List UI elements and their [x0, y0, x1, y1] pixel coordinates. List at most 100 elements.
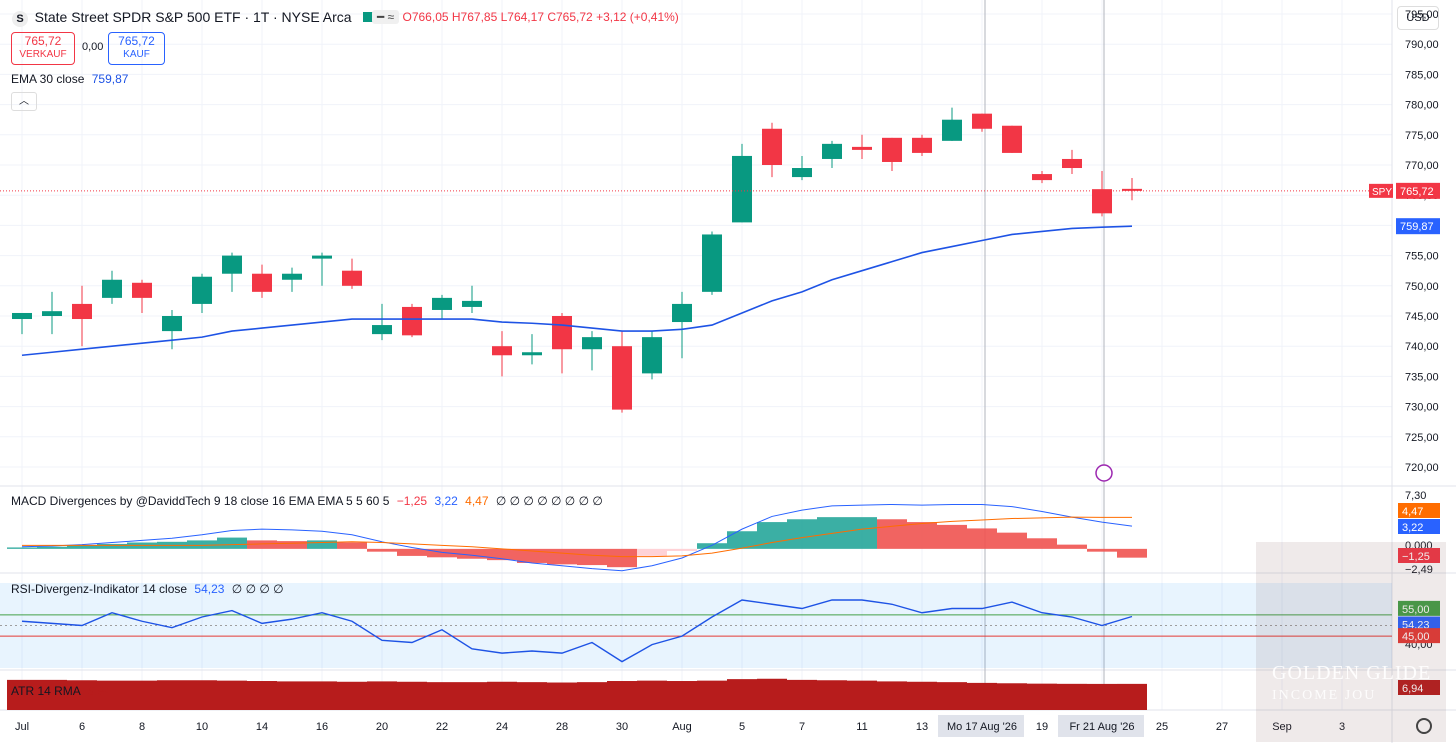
candle-body — [192, 276, 212, 304]
macd-legend: MACD Divergences by @DaviddTech 9 18 clo… — [11, 494, 603, 508]
candle-body — [132, 282, 152, 298]
settings-icon[interactable] — [1416, 718, 1432, 734]
macd-legend-label: MACD Divergences by @DaviddTech 9 18 clo… — [11, 494, 390, 508]
atr-value-tag — [1398, 680, 1440, 695]
atr-bar — [307, 681, 337, 710]
last-price-tag — [1396, 182, 1440, 199]
candle-body — [492, 346, 512, 356]
atr-bar — [877, 681, 907, 710]
macd-histogram-bar — [457, 548, 487, 559]
time-crosshair-box — [938, 715, 1024, 737]
candle-body — [792, 168, 812, 178]
atr-bar — [127, 680, 157, 710]
candle-body — [312, 255, 332, 259]
macd-histogram-bar — [37, 546, 67, 549]
macd-value-tag — [1398, 548, 1440, 563]
rsi-extra: ∅ ∅ ∅ ∅ — [231, 582, 284, 596]
macd-histogram-bar — [7, 547, 37, 549]
candle-body — [342, 270, 362, 286]
buy-button[interactable]: 765,72 KAUF — [108, 32, 165, 65]
time-tick-label: Fr 21 Aug '26 — [1069, 721, 1134, 733]
currency-selector[interactable]: USD — [1397, 6, 1439, 30]
macd-histogram-bar — [277, 541, 307, 549]
candle-body — [642, 337, 662, 374]
rsi-legend-label: RSI-Divergenz-Indikator 14 close — [11, 582, 188, 596]
atr-bar — [997, 683, 1027, 710]
time-tick-label: 13 — [916, 721, 928, 733]
time-tick-label: 20 — [376, 721, 388, 733]
last-price-tag-label: 765,72 — [1400, 186, 1434, 198]
macd-histogram-bar — [997, 532, 1027, 549]
atr-bar — [637, 680, 667, 710]
macd-histogram-bar — [697, 543, 727, 549]
time-tick-label: 24 — [496, 721, 508, 733]
atr-legend-label: ATR 14 RMA — [11, 684, 81, 698]
rsi-legend: RSI-Divergenz-Indikator 14 close 54,23 ∅… — [11, 582, 284, 596]
candle-body — [612, 346, 632, 410]
ohlc-change: +3,12 (+0,41%) — [596, 10, 679, 24]
macd-histogram-bar — [637, 548, 667, 556]
price-tick-label: 720,00 — [1405, 462, 1439, 474]
atr-bar — [37, 679, 67, 710]
time-tick-label: 6 — [79, 721, 85, 733]
atr-bar — [787, 679, 817, 710]
symbol-tag-label: SPY — [1372, 187, 1392, 198]
price-tick-label: 770,00 — [1405, 160, 1439, 172]
time-tick-label: 7 — [799, 721, 805, 733]
atr-bar — [457, 682, 487, 710]
candle-body — [672, 303, 692, 323]
atr-bar — [367, 681, 397, 710]
candle-body — [882, 137, 902, 162]
price-tick-label: 740,00 — [1405, 341, 1439, 353]
atr-bar — [757, 678, 787, 710]
time-tick-label: 11 — [856, 721, 867, 733]
macd-histogram-bar — [1027, 538, 1057, 549]
candle-body — [822, 143, 842, 159]
macd-histogram-bar — [427, 548, 457, 558]
macd-histogram-bar — [397, 548, 427, 556]
lightning-icon — [1095, 464, 1113, 482]
macd-line — [21, 503, 1133, 572]
sell-button[interactable]: 765,72 VERKAUF — [11, 32, 75, 65]
time-tick-label: 25 — [1156, 721, 1168, 733]
rsi-value-tag — [1398, 600, 1440, 616]
rsi-line — [21, 599, 1133, 663]
candle-body — [1122, 188, 1142, 191]
chart-title: State Street SPDR S&P 500 ETF · 1T · NYS… — [34, 9, 352, 25]
candle-body — [372, 325, 392, 335]
macd-value-tag — [1398, 519, 1440, 534]
macd-histogram-bar — [577, 548, 607, 566]
macd-value-tag-label: 3,22 — [1402, 522, 1423, 534]
atr-bar — [607, 681, 637, 710]
macd-histogram-bar — [247, 540, 277, 549]
atr-bar — [937, 682, 967, 710]
candle-body — [582, 337, 602, 350]
macd-axis-label: 7,30 — [1405, 490, 1426, 502]
candle-body — [1032, 174, 1052, 181]
atr-bar — [337, 681, 367, 710]
candle-body — [102, 279, 122, 298]
atr-bar — [187, 680, 217, 710]
ema-line — [21, 225, 1133, 357]
candle-body — [282, 273, 302, 280]
time-tick-label: 10 — [196, 721, 208, 733]
signal-line — [22, 516, 1132, 558]
price-tick-label: 745,00 — [1405, 311, 1439, 323]
candle-body — [972, 113, 992, 129]
candle-body — [12, 312, 32, 320]
ema-legend-value: 759,87 — [91, 72, 129, 86]
indicator-toggle-icon[interactable]: ━ ≈ — [372, 10, 400, 24]
atr-bar — [277, 681, 307, 710]
candle-body — [912, 137, 932, 153]
macd-value-tag-label: −1,25 — [1402, 551, 1430, 563]
price-tick-label: 780,00 — [1405, 100, 1439, 112]
candle-body — [402, 306, 422, 336]
chevron-up-icon[interactable]: ︿ — [11, 92, 37, 111]
ohlc-readout: ━ ≈ O766,05 H767,85 L764,17 C765,72 +3,1… — [372, 10, 679, 24]
candle-body — [1062, 158, 1082, 169]
atr-bar — [1117, 683, 1147, 710]
macd-histogram-bar — [337, 542, 367, 549]
atr-bar — [67, 680, 97, 710]
price-tick-label: 775,00 — [1405, 130, 1439, 142]
